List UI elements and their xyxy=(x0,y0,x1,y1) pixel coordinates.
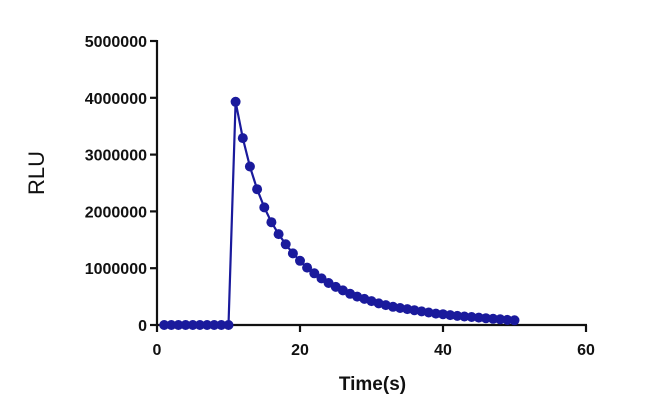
data-point xyxy=(295,255,305,266)
data-point xyxy=(187,320,198,330)
data-point xyxy=(466,312,477,322)
data-point xyxy=(480,313,491,324)
x-axis-title: Time(s) xyxy=(339,374,406,395)
y-axis-title: RLU xyxy=(24,151,49,195)
data-point xyxy=(302,262,313,273)
data-point xyxy=(488,313,499,324)
data-point xyxy=(216,320,227,330)
data-point xyxy=(166,320,177,330)
data-point xyxy=(173,320,184,330)
data-point xyxy=(180,320,191,330)
y-ticks: 0 1000000 2000000 3000000 4000000 5000000 xyxy=(85,34,157,335)
data-point xyxy=(502,314,513,325)
y-tick-label: 0 xyxy=(138,318,147,335)
y-tick-label: 3000000 xyxy=(85,148,147,165)
data-point xyxy=(259,202,270,213)
x-tick-label: 0 xyxy=(153,342,162,359)
y-tick-label: 1000000 xyxy=(85,261,147,278)
y-tick-label: 4000000 xyxy=(85,91,147,108)
data-point xyxy=(252,184,263,195)
data-point xyxy=(287,248,298,259)
data-point xyxy=(209,320,220,330)
data-point xyxy=(223,320,234,330)
data-point xyxy=(237,133,248,144)
data-point xyxy=(309,268,320,279)
data-point xyxy=(244,161,255,172)
data-point xyxy=(159,320,170,330)
data-point xyxy=(266,217,277,228)
data-point xyxy=(459,311,470,322)
data-point xyxy=(280,239,291,250)
data-point xyxy=(202,320,213,330)
y-tick-label: 2000000 xyxy=(85,204,147,221)
axes xyxy=(155,40,587,327)
data-point xyxy=(230,96,241,107)
data-point xyxy=(316,273,327,284)
data-point xyxy=(509,315,520,326)
data-point xyxy=(194,320,205,330)
x-tick-label: 40 xyxy=(434,342,452,359)
x-tick-label: 60 xyxy=(577,342,595,359)
x-tick-label: 20 xyxy=(291,342,309,359)
data-point xyxy=(273,229,284,240)
y-tick-label: 5000000 xyxy=(85,34,147,51)
x-ticks: 0 20 40 60 xyxy=(153,325,595,359)
series-layer xyxy=(159,96,520,330)
